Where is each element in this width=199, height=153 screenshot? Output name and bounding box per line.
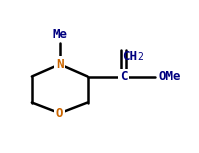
Text: OMe: OMe bbox=[158, 70, 181, 83]
Text: N: N bbox=[56, 58, 63, 71]
Text: CH: CH bbox=[122, 50, 137, 63]
Text: Me: Me bbox=[52, 28, 67, 41]
Text: C: C bbox=[120, 70, 127, 83]
Text: 2: 2 bbox=[137, 52, 143, 62]
Text: O: O bbox=[56, 107, 63, 120]
